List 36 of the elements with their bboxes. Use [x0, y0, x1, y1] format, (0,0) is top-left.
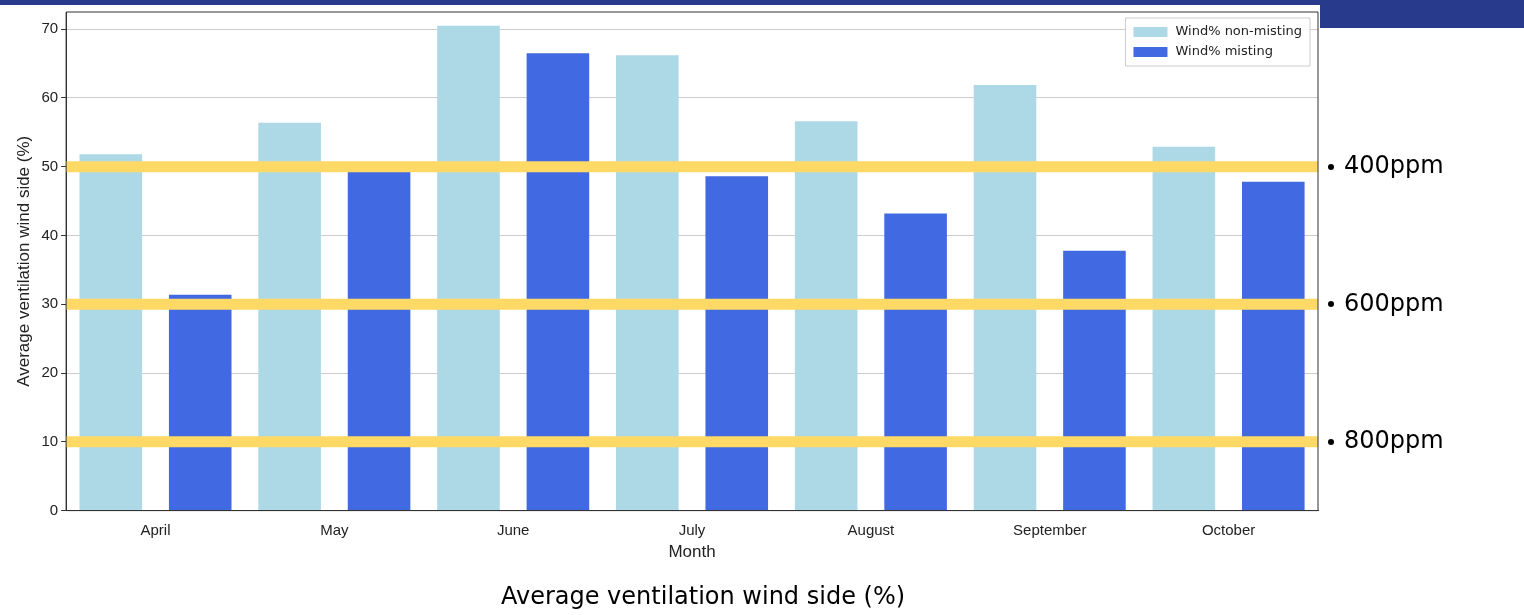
band-label: 400ppm: [1344, 150, 1444, 179]
legend-label: Wind% misting: [1175, 43, 1273, 59]
x-tick-label: August: [847, 520, 896, 538]
text: Average ventilation wind side (%): [500, 582, 906, 611]
bar: [347, 170, 411, 511]
y-tick-label: 10: [41, 431, 59, 449]
y-axis-title: Average ventilation wind side (%): [13, 135, 33, 387]
bar: [1152, 146, 1216, 511]
bar: [1063, 250, 1126, 511]
bar: [168, 294, 232, 511]
band-label: 800ppm: [1344, 426, 1444, 455]
bar: [526, 53, 590, 511]
y-tick-label: 0: [49, 500, 59, 518]
y-tick-label: 70: [41, 19, 59, 37]
bar: [973, 84, 1037, 511]
y-tick-label: 50: [41, 156, 59, 174]
bar: [884, 213, 947, 511]
bar: [79, 154, 143, 511]
x-tick-label: May: [320, 520, 350, 538]
legend-label: Wind% non-misting: [1175, 23, 1302, 39]
x-tick-label: September: [1013, 520, 1087, 538]
bar: [258, 122, 321, 511]
y-tick-label: 60: [41, 88, 59, 106]
bar: [437, 25, 500, 511]
x-tick-label: April: [140, 520, 171, 538]
y-tick-label: 20: [41, 363, 59, 381]
x-tick-label: October: [1201, 520, 1256, 538]
y-tick-label: 40: [41, 225, 59, 243]
x-axis-title: Month: [668, 542, 716, 562]
y-tick-label: 30: [41, 294, 59, 312]
x-tick-label: June: [496, 520, 530, 538]
bar: [1241, 181, 1305, 511]
band-label: 600ppm: [1344, 288, 1444, 317]
x-tick-label: July: [678, 520, 706, 538]
bar: [616, 55, 679, 511]
bar: [705, 176, 769, 511]
